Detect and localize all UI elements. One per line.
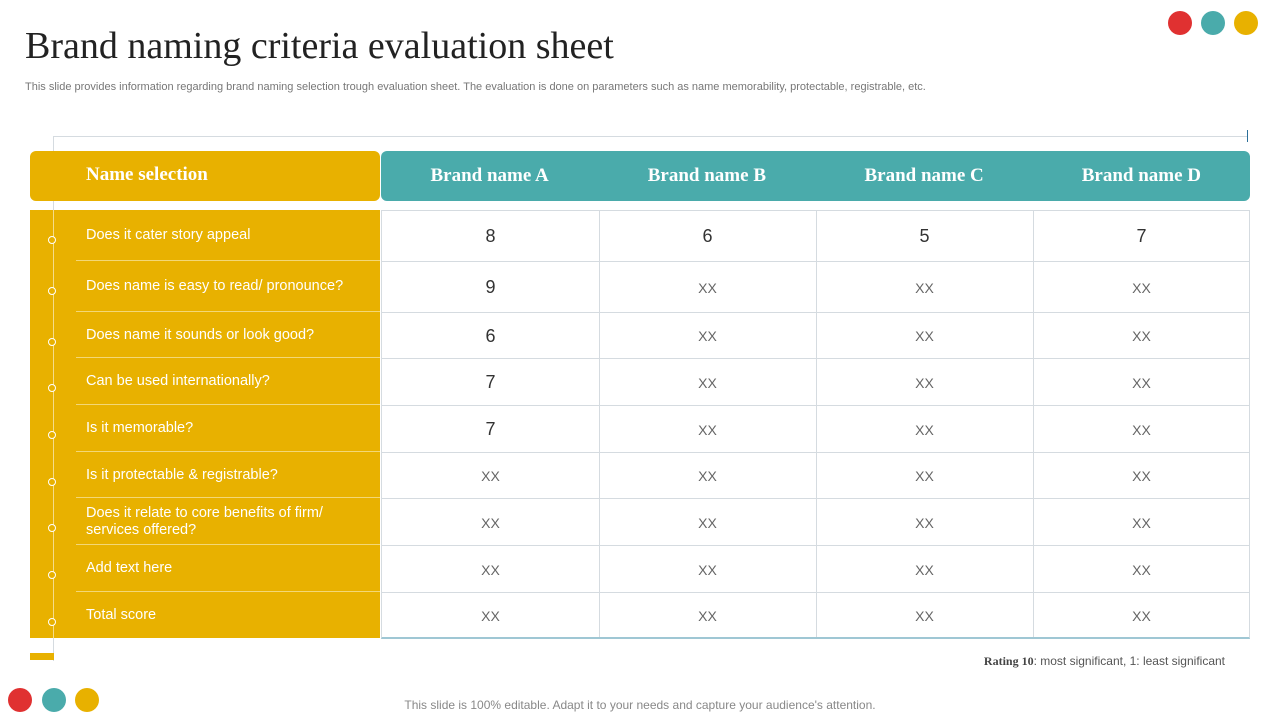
grid-row-divider — [382, 261, 1249, 262]
score-cell: XX — [1132, 514, 1151, 531]
decor-dot-red-top — [1168, 11, 1192, 35]
criteria-row-divider — [76, 404, 380, 405]
grid-row-divider — [382, 312, 1249, 313]
score-cell: XX — [915, 561, 934, 578]
grid-row-divider — [382, 592, 1249, 593]
footer-note: This slide is 100% editable. Adapt it to… — [404, 698, 876, 712]
score-cell: XX — [1132, 328, 1151, 344]
decor-yellow-bar — [30, 653, 54, 660]
timeline-bullet-icon — [48, 478, 56, 486]
score-cell: XX — [698, 421, 717, 438]
timeline-bullet-icon — [48, 431, 56, 439]
frame-top-line — [53, 136, 1248, 137]
score-grid: 8 6 5 7 9 XX XX XX 6 XX XX XX 7 XX XX XX 7 XX XX XX XX XX XX XX… — [381, 210, 1250, 639]
criteria-row-divider — [76, 591, 380, 592]
criteria-label: Does it relate to core benefits of firm/… — [86, 504, 323, 538]
criteria-column — [30, 210, 380, 638]
criteria-label: Does name is easy to read/ pronounce? — [86, 278, 344, 294]
score-cell: 9 — [485, 277, 496, 297]
score-cell: 7 — [1136, 226, 1147, 246]
score-cell: XX — [915, 421, 934, 438]
score-cell: XX — [698, 514, 717, 531]
score-cell: XX — [915, 328, 934, 344]
header-brand-columns: Brand name A Brand name B Brand name C B… — [381, 151, 1250, 201]
criteria-label: Add text here — [86, 560, 173, 576]
score-cell: XX — [698, 279, 717, 296]
score-cell: XX — [481, 514, 500, 531]
column-header-brand-a: Brand name A — [430, 165, 549, 186]
score-cell: XX — [915, 608, 934, 624]
grid-row-divider — [382, 452, 1249, 453]
rating-label: Rating 10 — [983, 654, 1034, 668]
timeline-bullet-icon — [48, 287, 56, 295]
page-subtitle: This slide provides information regardin… — [25, 81, 926, 93]
timeline-spine — [53, 210, 54, 638]
grid-row-divider — [382, 358, 1249, 359]
criteria-row-divider — [76, 311, 380, 312]
grid-row-divider — [382, 545, 1249, 546]
score-cell: 5 — [919, 226, 930, 246]
criteria-row-divider — [76, 544, 380, 545]
timeline-bullet-icon — [48, 524, 56, 532]
timeline-bullet-icon — [48, 618, 56, 626]
score-cell: XX — [698, 328, 717, 344]
column-header-brand-c: Brand name C — [864, 165, 984, 186]
decor-dot-red-bottom — [8, 688, 32, 712]
grid-row-divider — [382, 498, 1249, 499]
criteria-row-divider — [76, 451, 380, 452]
score-cell: 7 — [485, 419, 496, 439]
score-cell: XX — [698, 561, 717, 578]
score-cell: 6 — [702, 226, 713, 246]
criteria-label: Can be used internationally? — [86, 373, 270, 389]
score-cell: XX — [481, 468, 500, 484]
score-cell: XX — [1132, 468, 1151, 484]
score-cell: XX — [1132, 421, 1151, 438]
score-cell: XX — [915, 374, 934, 391]
score-cell: XX — [915, 468, 934, 484]
score-cell: XX — [1132, 561, 1151, 578]
timeline-bullet-icon — [48, 384, 56, 392]
score-cell: 6 — [485, 325, 496, 346]
decor-dot-yellow-top — [1234, 11, 1258, 35]
criteria-label: Does name it sounds or look good? — [86, 326, 315, 343]
column-header-brand-d: Brand name D — [1081, 165, 1202, 186]
criteria-label: Total score — [86, 606, 157, 623]
rating-text: : most significant, 1: least significant — [1033, 654, 1225, 668]
criteria-label: Is it protectable & registrable? — [86, 466, 278, 483]
decor-dot-yellow-bottom — [75, 688, 99, 712]
score-cell: XX — [1132, 374, 1151, 391]
score-cell: XX — [698, 608, 717, 624]
score-cell: XX — [481, 608, 500, 624]
column-header-brand-b: Brand name B — [647, 165, 766, 186]
timeline-bullet-icon — [48, 338, 56, 346]
grid-column-divider — [1033, 211, 1034, 637]
rating-legend: Rating 10: most significant, 1: least si… — [984, 654, 1225, 669]
score-cell: XX — [481, 561, 500, 578]
page-title: Brand naming criteria evaluation sheet — [25, 25, 614, 67]
grid-column-divider — [599, 211, 600, 637]
score-cell: XX — [698, 374, 717, 391]
grid-column-divider — [816, 211, 817, 637]
timeline-bullet-icon — [48, 236, 56, 244]
score-cell: XX — [1132, 608, 1151, 624]
criteria-label: Is it memorable? — [86, 420, 194, 436]
decor-dot-teal-top — [1201, 11, 1225, 35]
criteria-row-divider — [76, 357, 380, 358]
header-name-selection: Name selection — [30, 151, 380, 201]
criteria-row-divider — [76, 497, 380, 498]
frame-corner-tick — [1247, 130, 1248, 142]
score-cell: XX — [698, 468, 717, 484]
criteria-label: Does it cater story appeal — [86, 227, 251, 243]
criteria-row-divider — [76, 260, 380, 261]
score-cell: XX — [915, 279, 934, 296]
decor-dot-teal-bottom — [42, 688, 66, 712]
score-cell: 8 — [485, 226, 496, 246]
grid-row-divider — [382, 405, 1249, 406]
score-cell: XX — [1132, 279, 1151, 296]
score-cell: XX — [915, 514, 934, 531]
timeline-bullet-icon — [48, 571, 56, 579]
score-cell: 7 — [485, 372, 496, 392]
